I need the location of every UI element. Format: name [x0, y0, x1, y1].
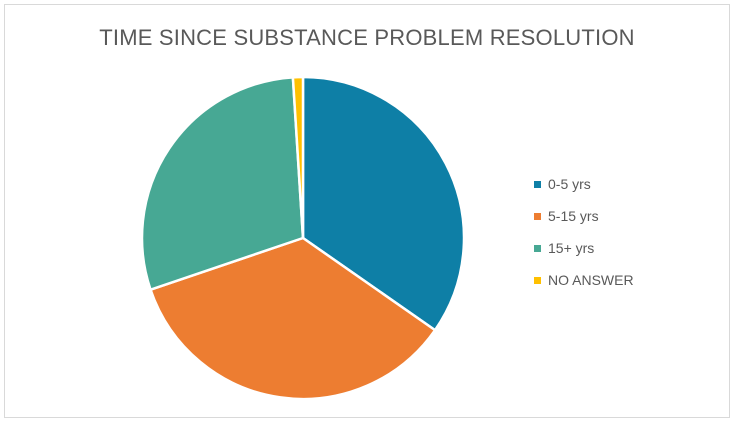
legend-item: NO ANSWER — [534, 272, 634, 288]
legend-item: 0-5 yrs — [534, 176, 634, 192]
legend-swatch — [534, 244, 541, 252]
legend-swatch — [534, 276, 541, 284]
pie-slice-5-15-yrs — [149, 236, 437, 401]
chart-legend: 0-5 yrs 5-15 yrs 15+ yrs NO ANSWER — [534, 176, 634, 304]
legend-label: 0-5 yrs — [548, 176, 591, 192]
pie-slice-15-yrs — [140, 76, 305, 291]
legend-label: 5-15 yrs — [548, 208, 599, 224]
legend-swatch — [534, 180, 541, 188]
legend-label: 15+ yrs — [548, 240, 595, 256]
legend-swatch — [534, 212, 541, 220]
pie-slice-no-answer — [291, 75, 305, 240]
pie-slice-0-5-yrs — [301, 75, 466, 332]
legend-item: 15+ yrs — [534, 240, 634, 256]
chart-title: TIME SINCE SUBSTANCE PROBLEM RESOLUTION — [99, 25, 635, 50]
legend-item: 5-15 yrs — [534, 208, 634, 224]
legend-label: NO ANSWER — [548, 272, 634, 288]
